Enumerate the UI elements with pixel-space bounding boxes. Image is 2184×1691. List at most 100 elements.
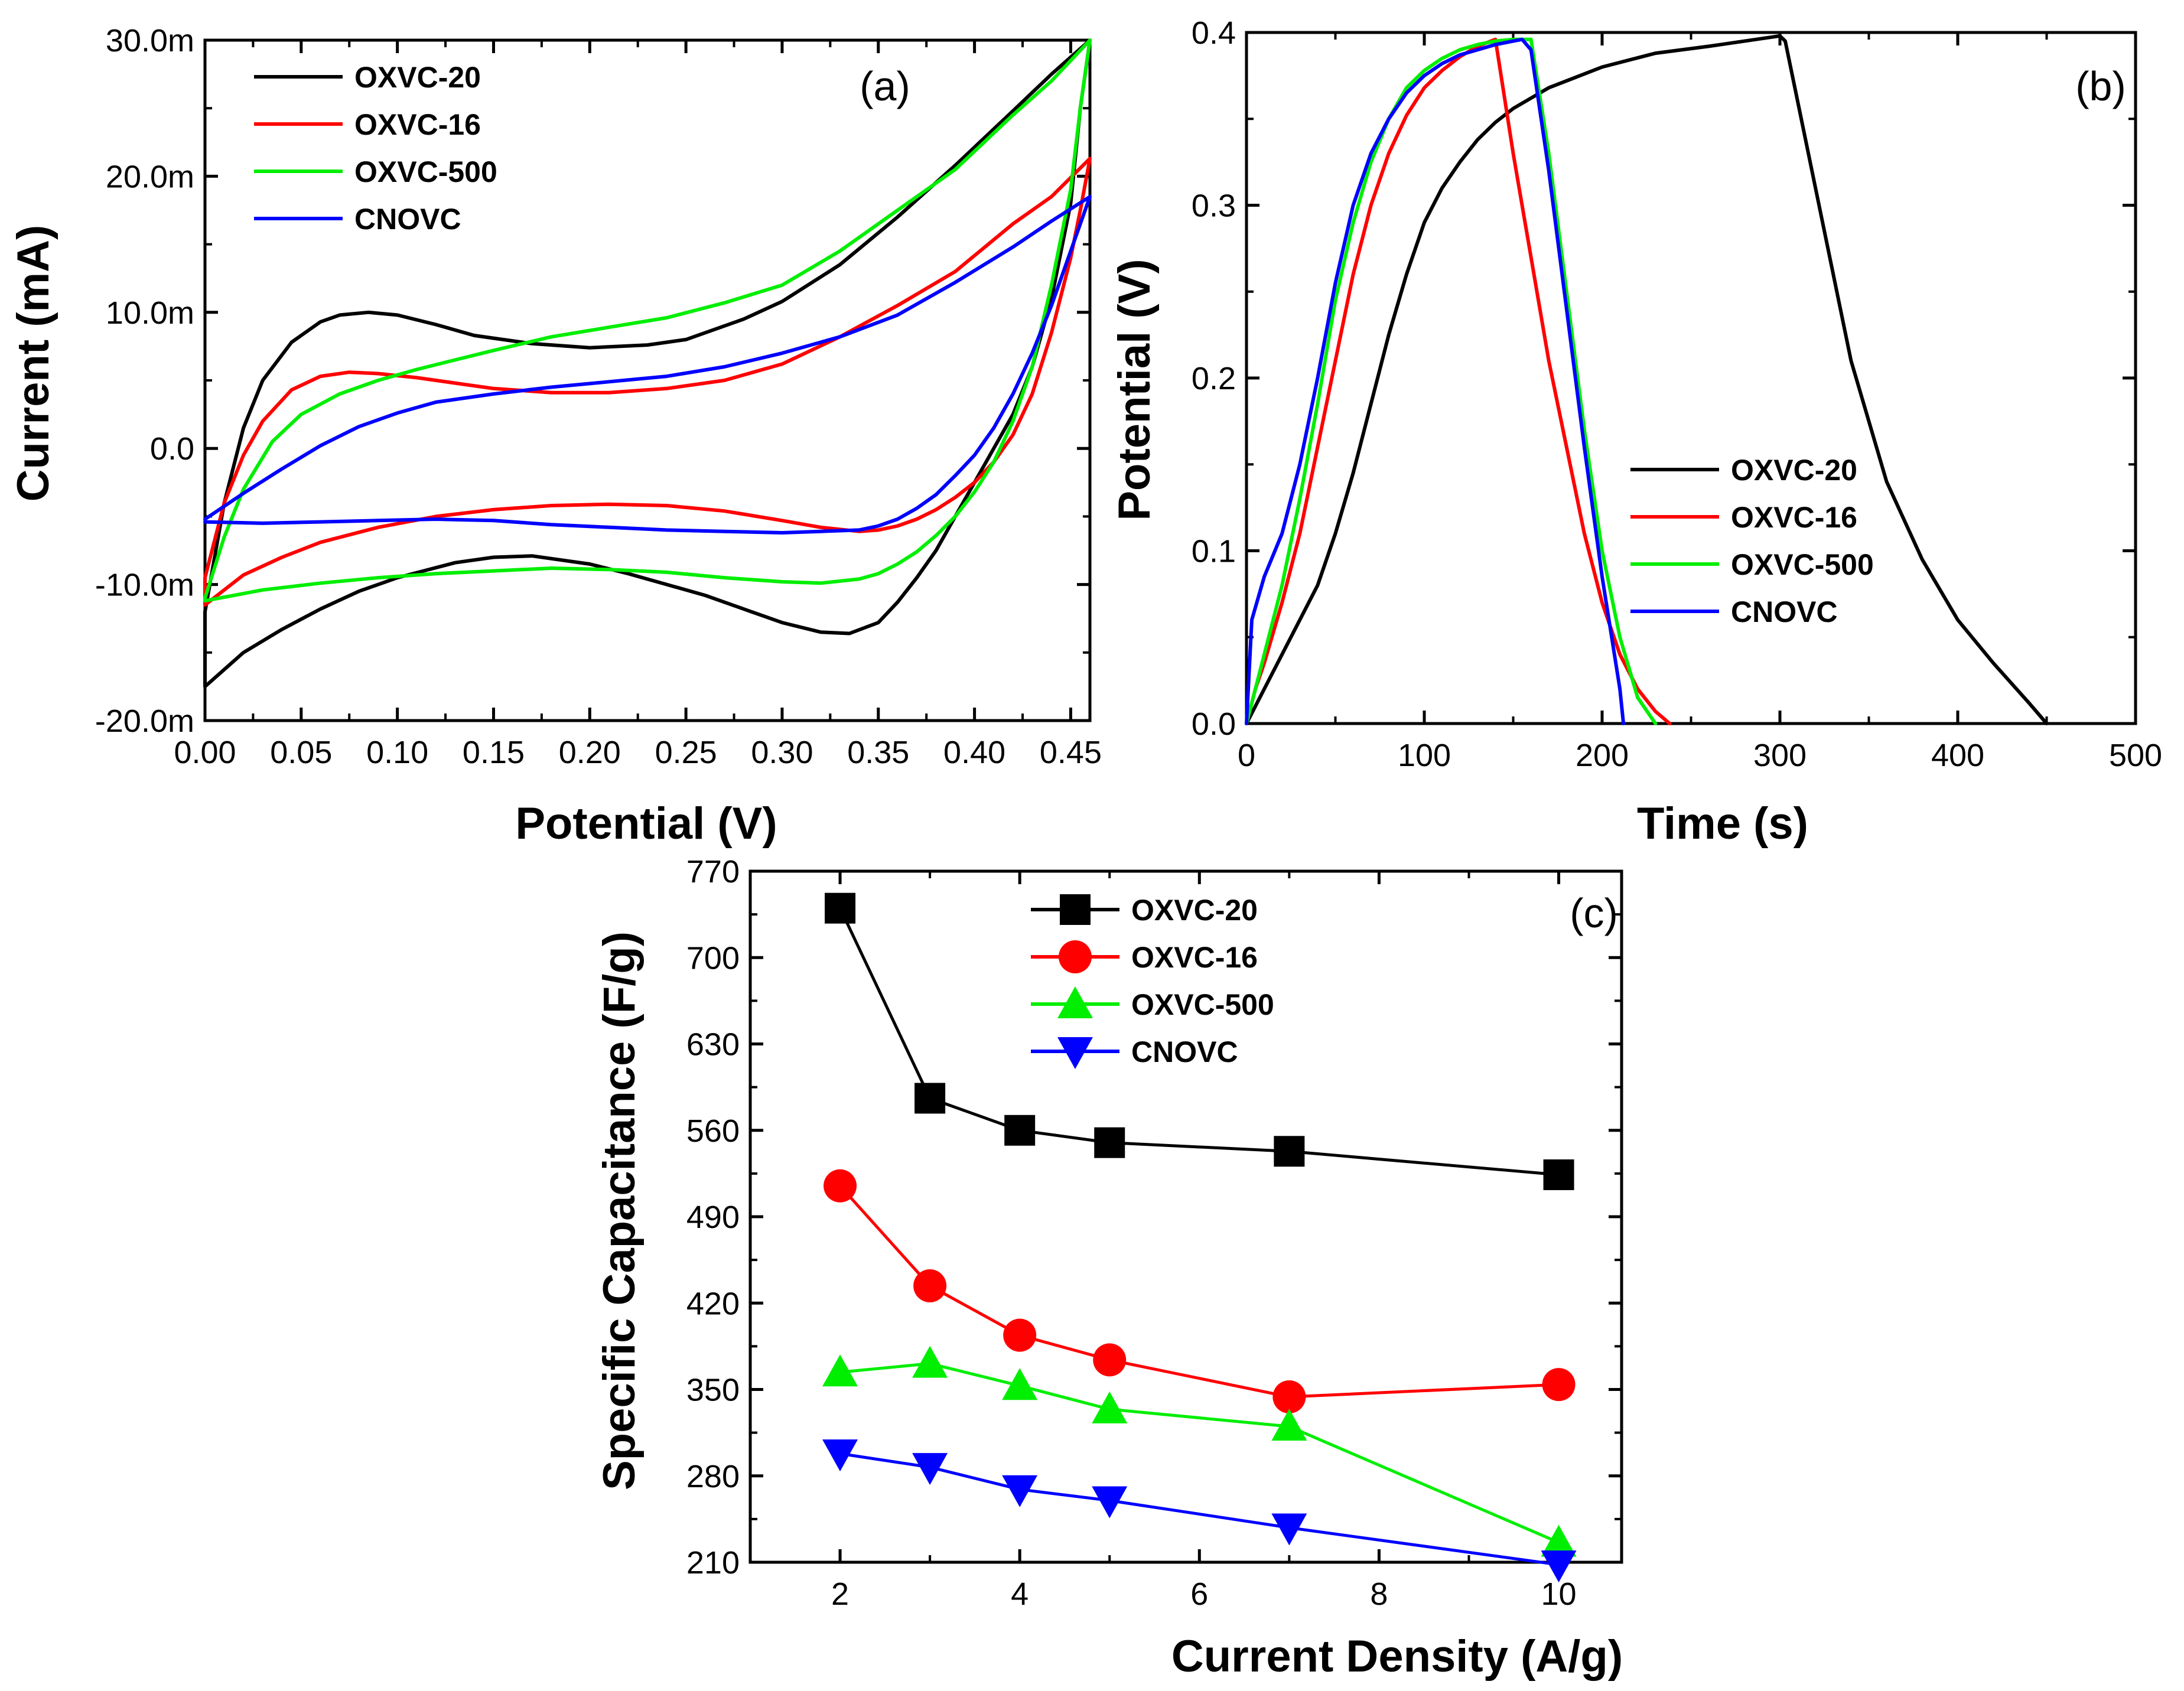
panel-c-series-oxvc-16-line [838, 1184, 1561, 1399]
panel-a-xtick-label-6: 0.30 [751, 735, 813, 770]
panel-c-point-oxvc-500-0 [822, 1354, 858, 1387]
panel-c-legend-label-oxvc-20: OXVC-20 [1131, 894, 1258, 927]
panel-b-xtick-label-4: 400 [1931, 738, 1984, 773]
panel-c-point-oxvc-500-2 [1002, 1368, 1038, 1400]
panel-a-ytick-label-5: 30.0m [106, 23, 194, 58]
panel-a-legend-label-cnovc: CNOVC [354, 203, 461, 236]
panel-a-series-cnovc-line [203, 195, 1092, 535]
panel-a-ytick-label-1: -10.0m [95, 568, 194, 603]
panel-b-ytick-label-1: 0.1 [1192, 534, 1236, 569]
panel-c: Specific Capacitance (F/g) Current Densi… [594, 854, 1623, 1682]
panel-c-legend-label-cnovc: CNOVC [1131, 1035, 1238, 1068]
panel-c-point-oxvc-500-1 [912, 1345, 948, 1378]
panel-a-xtick-label-2: 0.10 [366, 735, 428, 770]
panel-a: Current (mA) Potential (V) (a) 0.00 0.05 0… [8, 23, 1102, 849]
panel-b-xtick-label-3: 300 [1753, 738, 1807, 773]
panel-b-ytick-label-0: 0.0 [1192, 706, 1236, 742]
panel-b-series-oxvc-16-line [1245, 37, 1672, 725]
panel-a-xtick-label-7: 0.35 [847, 735, 909, 770]
panel-c-legend-label-oxvc-16: OXVC-16 [1131, 941, 1258, 974]
panel-b-series-cnovc-line [1245, 37, 1626, 725]
panel-b-series-oxvc-20-line [1245, 34, 2049, 725]
panel-c-point-oxvc-500-5 [1541, 1524, 1577, 1557]
panel-a-xtick-label-4: 0.20 [559, 735, 621, 770]
panel-c-legend-marker-oxvc-500 [1057, 986, 1093, 1018]
panel-c-point-oxvc-20-1 [914, 1083, 946, 1114]
panel-b-legend-label-oxvc-16: OXVC-16 [1731, 501, 1857, 534]
panel-c-point-oxvc-20-2 [1004, 1115, 1036, 1146]
panel-b-xtick-label-2: 200 [1576, 738, 1629, 773]
panel-b-label: (b) [2075, 63, 2126, 109]
panel-b-series-oxvc-500-line [1245, 37, 1658, 725]
panel-c-point-oxvc-20-0 [825, 892, 856, 924]
panel-b-xtick-label-5: 500 [2109, 738, 2162, 773]
panel-c-point-oxvc-16-1 [913, 1269, 947, 1302]
panel-c-ytick-label-8: 770 [686, 854, 740, 890]
panel-c-point-oxvc-16-0 [824, 1169, 857, 1203]
panel-c-series-cnovc-line [838, 1452, 1561, 1566]
panel-b-xtick-label-1: 100 [1398, 738, 1451, 773]
panel-c-legend-marker-oxvc-20 [1060, 894, 1091, 925]
panel-a-xlabel: Potential (V) [515, 799, 777, 849]
panel-b-xlabel: Time (s) [1637, 799, 1808, 849]
panel-a-xtick-label-8: 0.40 [943, 735, 1005, 770]
panel-c-point-oxvc-16-3 [1093, 1343, 1127, 1377]
panel-a-ylabel: Current (mA) [8, 225, 58, 502]
panel-c-ytick-label-7: 700 [686, 940, 740, 976]
panel-a-xtick-label-0: 0.00 [174, 735, 236, 770]
panel-a-xtick-label-5: 0.25 [655, 735, 717, 770]
panel-c-point-oxvc-20-3 [1094, 1127, 1125, 1158]
panel-c-ytick-label-6: 630 [686, 1027, 740, 1063]
panel-a-series-oxvc-500-line [203, 38, 1092, 603]
panel-c-ytick-label-1: 280 [686, 1459, 740, 1494]
panel-c-point-cnovc-5 [1541, 1550, 1577, 1583]
panel-c-ytick-label-4: 490 [686, 1200, 740, 1235]
panel-c-series-oxvc-20-line [838, 907, 1561, 1177]
panel-c-point-cnovc-2 [1002, 1475, 1038, 1507]
panel-a-ytick-label-0: -20.0m [95, 703, 194, 739]
panel-c-point-cnovc-0 [822, 1439, 858, 1472]
panel-b-legend-label-cnovc: CNOVC [1731, 595, 1838, 628]
panel-c-legend-label-oxvc-500: OXVC-500 [1131, 988, 1274, 1021]
panel-a-legend-label-oxvc-20: OXVC-20 [354, 61, 481, 94]
panel-c-legend-marker-cnovc [1057, 1037, 1093, 1069]
panel-a-legend-label-oxvc-500: OXVC-500 [354, 155, 497, 188]
panel-c-ytick-label-3: 420 [686, 1286, 740, 1321]
panel-a-xtick-label-1: 0.05 [270, 735, 332, 770]
panel-c-ylabel: Specific Capacitance (F/g) [594, 931, 645, 1490]
panel-b-ylabel: Potential (V) [1109, 259, 1160, 520]
panel-b-xtick-label-0: 0 [1238, 738, 1255, 773]
panel-b-legend-label-oxvc-20: OXVC-20 [1731, 454, 1857, 487]
panel-c-ytick-label-2: 350 [686, 1373, 740, 1408]
panel-b-ytick-label-2: 0.2 [1192, 361, 1236, 396]
panel-b-ytick-label-3: 0.3 [1192, 188, 1236, 224]
panel-c-ytick-label-5: 560 [686, 1113, 740, 1149]
panel-a-ytick-label-3: 10.0m [106, 295, 194, 331]
panel-a-label: (a) [860, 63, 910, 109]
panel-c-point-cnovc-1 [912, 1453, 948, 1485]
panel-c-xtick-label-1: 4 [1011, 1576, 1028, 1612]
panel-a-ytick-label-4: 20.0m [106, 159, 194, 194]
panel-a-xtick-label-9: 0.45 [1040, 735, 1102, 770]
panel-a-legend-label-oxvc-16: OXVC-16 [354, 108, 481, 141]
panel-c-legend-marker-oxvc-16 [1059, 940, 1092, 973]
panel-c-ytick-label-0: 210 [686, 1545, 740, 1581]
panel-c-xlabel: Current Density (A/g) [1171, 1631, 1623, 1682]
panel-c-series-oxvc-500-line [838, 1362, 1561, 1545]
panel-c-point-oxvc-16-2 [1003, 1318, 1037, 1352]
panel-c-point-oxvc-20-4 [1274, 1136, 1305, 1167]
panel-c-point-oxvc-500-4 [1271, 1409, 1307, 1441]
panel-c-xtick-label-0: 2 [831, 1576, 849, 1612]
panel-a-xtick-label-3: 0.15 [463, 735, 525, 770]
panel-c-point-oxvc-20-5 [1543, 1159, 1574, 1190]
panel-b-legend-label-oxvc-500: OXVC-500 [1731, 548, 1874, 581]
panel-c-xtick-label-3: 8 [1370, 1576, 1388, 1612]
panel-a-ytick-label-2: 0.0 [150, 431, 194, 467]
panel-b-ytick-label-4: 0.4 [1192, 15, 1236, 51]
panel-c-point-oxvc-16-5 [1542, 1368, 1576, 1402]
panel-b: Potential (V) Time (s) (b) 0 100 200 300 400… [1109, 15, 2162, 849]
panel-c-point-cnovc-4 [1271, 1513, 1307, 1546]
panel-c-label: (c) [1570, 890, 1618, 936]
panel-c-point-cnovc-3 [1092, 1486, 1128, 1519]
